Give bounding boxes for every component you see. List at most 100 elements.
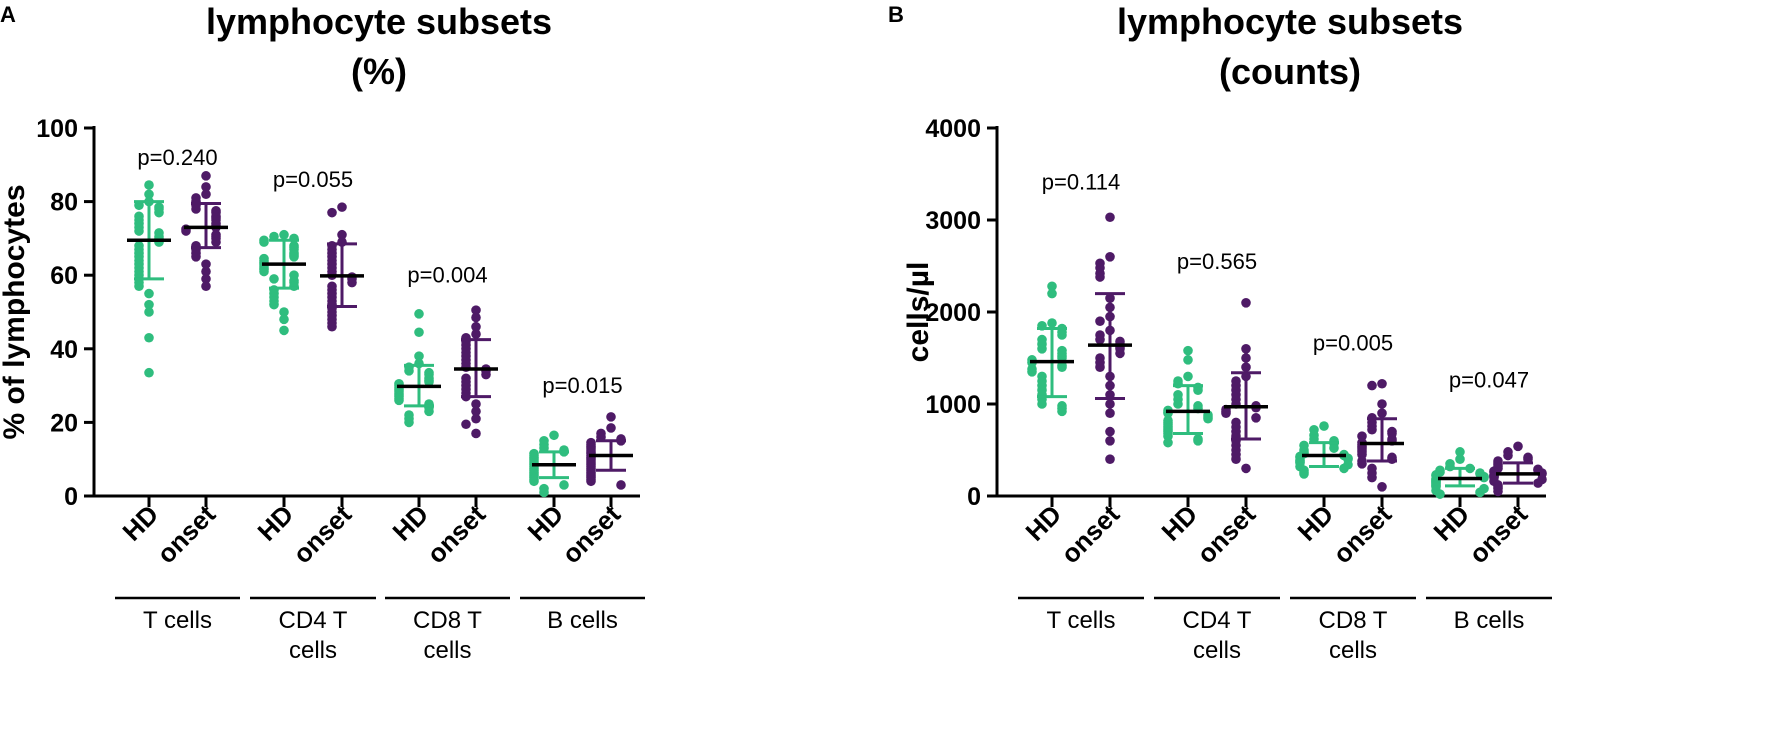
- data-point: [191, 251, 201, 262]
- group-label-line1: B cells: [1454, 607, 1525, 634]
- data-point: [279, 314, 289, 325]
- data-point: [1095, 316, 1105, 327]
- data-point: [586, 476, 596, 487]
- y-tick-label: 4000: [925, 115, 981, 143]
- data-point: [1329, 443, 1339, 453]
- x-tick-label: onset: [1327, 499, 1397, 569]
- data-point: [1105, 426, 1115, 437]
- y-tick-label: 2000: [925, 299, 981, 327]
- data-point: [1251, 413, 1261, 423]
- panel-b: B lymphocyte subsets (counts) cells/µl 0…: [888, 1, 1552, 664]
- data-point: [1163, 437, 1173, 448]
- data-point: [347, 277, 357, 288]
- data-point: [259, 237, 269, 247]
- data-point: [201, 281, 211, 292]
- y-tick-label: 40: [50, 336, 78, 364]
- data-point: [1503, 450, 1513, 461]
- p-value-label: p=0.015: [542, 373, 622, 398]
- group-label-line1: CD8 T: [413, 607, 482, 634]
- panel-letter: B: [888, 2, 904, 27]
- data-point: [1367, 424, 1377, 435]
- data-point: [1455, 454, 1465, 465]
- panel-letter: A: [0, 2, 16, 27]
- data-point: [327, 321, 337, 332]
- data-point: [471, 321, 481, 332]
- data-point: [539, 487, 549, 498]
- data-point: [134, 226, 144, 236]
- data-point: [144, 367, 154, 378]
- data-point: [1183, 345, 1193, 356]
- data-point: [404, 417, 414, 428]
- data-point: [327, 207, 337, 218]
- group-label-line2: cells: [1329, 637, 1377, 664]
- data-point: [279, 229, 289, 240]
- data-point: [414, 309, 424, 319]
- chart-title-line1: lymphocyte subsets: [206, 1, 552, 42]
- x-tick-label: HD: [386, 499, 434, 547]
- group-label-line1: B cells: [547, 607, 618, 634]
- data-point: [1105, 399, 1115, 409]
- data-point: [1057, 362, 1067, 373]
- group-label-line1: CD8 T: [1319, 607, 1388, 634]
- data-point: [201, 189, 211, 200]
- data-point: [549, 430, 559, 441]
- data-point: [471, 428, 481, 439]
- data-point: [337, 202, 347, 212]
- data-point: [1387, 454, 1397, 465]
- data-point: [1357, 459, 1367, 469]
- data-point: [1455, 447, 1465, 457]
- group-label-line2: cells: [289, 637, 337, 664]
- data-point: [414, 327, 424, 338]
- group-label-line1: CD4 T: [1183, 607, 1252, 634]
- x-tick-label: onset: [421, 499, 491, 569]
- chart-title-line1: lymphocyte subsets: [1117, 1, 1463, 42]
- data-point: [1037, 344, 1047, 354]
- data-point: [424, 406, 434, 417]
- data-point: [1173, 378, 1183, 389]
- data-point: [471, 399, 481, 409]
- data-point: [191, 204, 201, 214]
- panel-a: A lymphocyte subsets (%) % of lymphocyte…: [0, 1, 645, 664]
- data-point: [424, 377, 434, 387]
- data-point: [211, 237, 221, 247]
- data-point: [144, 332, 154, 343]
- data-point: [1231, 454, 1241, 465]
- data-point: [559, 480, 569, 490]
- data-point: [616, 480, 626, 490]
- data-point: [1493, 486, 1503, 497]
- data-point: [144, 288, 154, 299]
- data-point: [144, 299, 154, 310]
- x-tick-label: onset: [1463, 499, 1533, 569]
- data-point: [1173, 399, 1183, 409]
- data-point: [1299, 469, 1309, 479]
- p-value-label: p=0.240: [137, 145, 217, 170]
- data-point: [471, 329, 481, 339]
- data-point: [259, 266, 269, 277]
- data-point: [1095, 362, 1105, 373]
- data-point: [1193, 436, 1203, 446]
- data-point: [1377, 408, 1387, 419]
- data-point: [1241, 298, 1251, 308]
- y-tick-label: 60: [50, 262, 78, 290]
- data-point: [1027, 367, 1037, 377]
- group-label-line1: T cells: [1047, 607, 1116, 634]
- data-point: [1377, 482, 1387, 492]
- data-point: [1319, 421, 1329, 431]
- data-point: [1183, 355, 1193, 365]
- p-value-label: p=0.565: [1177, 249, 1257, 274]
- data-point: [1241, 353, 1251, 363]
- data-point: [1115, 348, 1125, 359]
- data-point: [471, 305, 481, 315]
- y-tick-label: 100: [36, 115, 78, 143]
- data-point: [404, 366, 414, 376]
- data-point: [1533, 478, 1543, 488]
- data-point: [1095, 272, 1105, 282]
- data-point: [154, 207, 164, 218]
- y-tick-label: 0: [967, 483, 981, 511]
- data-point: [269, 274, 279, 284]
- data-point: [1377, 399, 1387, 409]
- data-point: [1367, 380, 1377, 391]
